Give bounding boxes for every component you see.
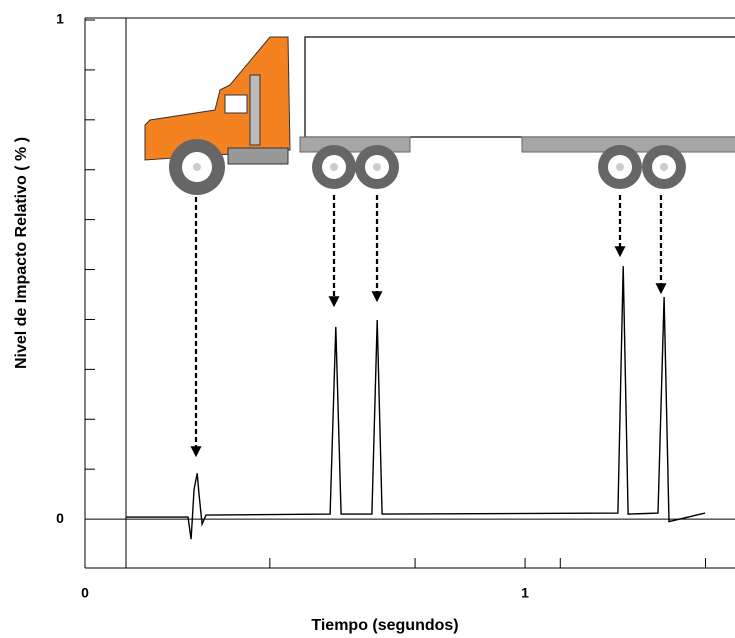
y-axis-label: Nivel de Impacto Relativo ( % ) — [13, 137, 30, 369]
x-tick-label: 1 — [521, 585, 529, 601]
signal-line — [125, 266, 706, 540]
x-tick-label: 0 — [81, 585, 89, 601]
frame — [84, 17, 735, 569]
y-tick-label: 0 — [56, 510, 64, 526]
truck — [144, 36, 735, 195]
arrows — [190, 195, 667, 458]
y-tick-label: 1 — [56, 11, 64, 27]
x-axis-label: Tiempo (segundos) — [311, 617, 458, 634]
